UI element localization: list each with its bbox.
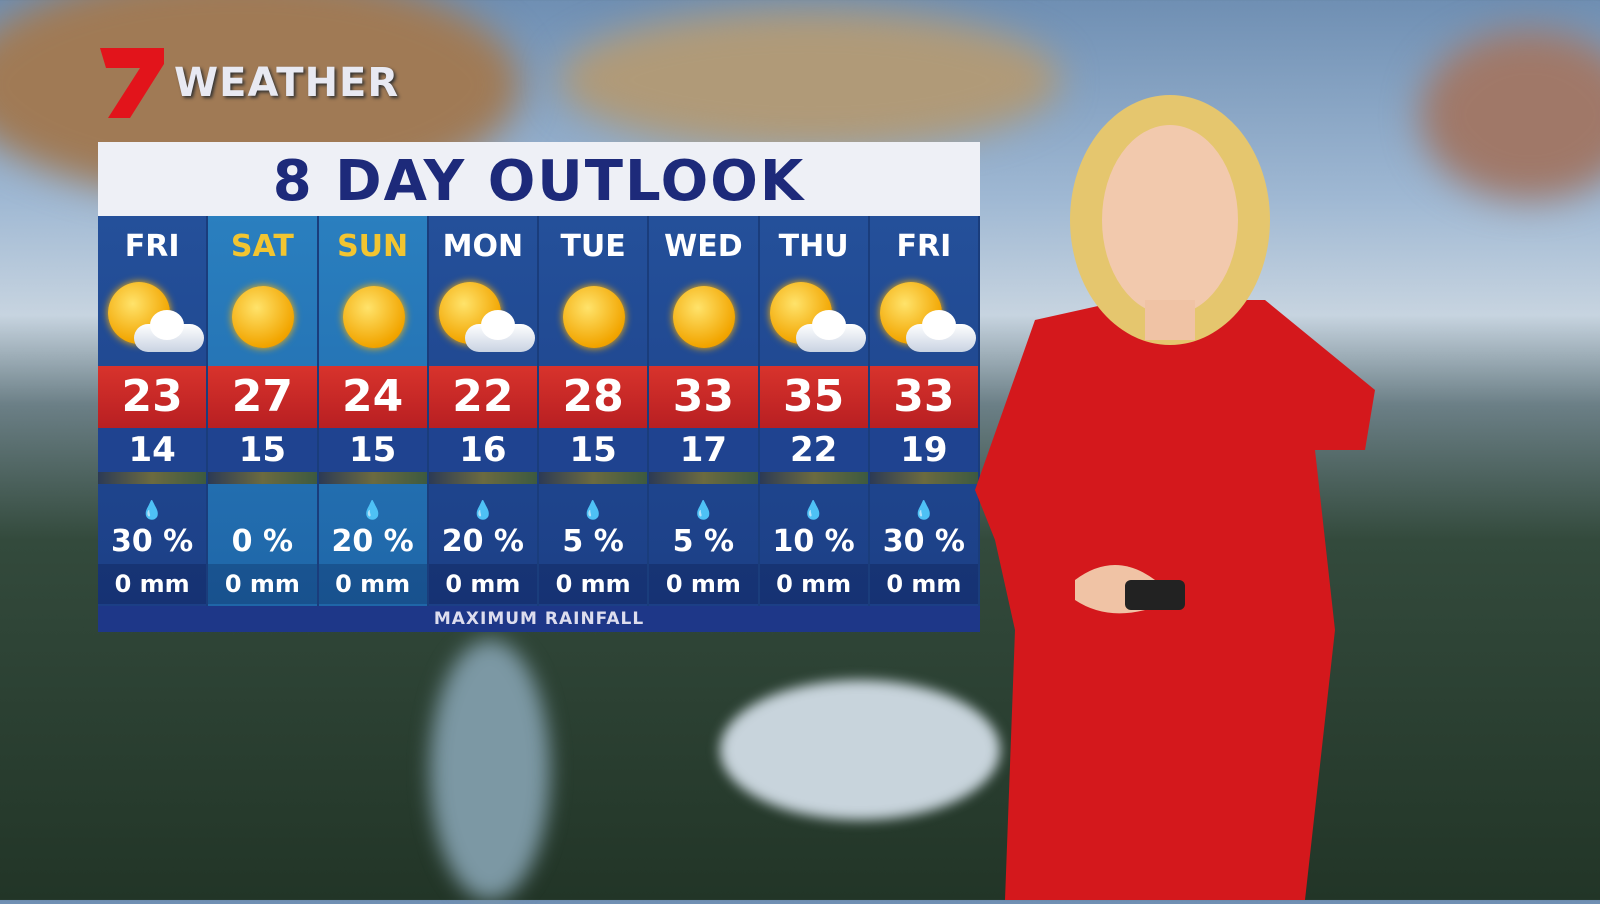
forecast-board: 8 DAY OUTLOOK FRI 23 14 💧 30 % 0 mm SAT … — [98, 142, 980, 632]
sun-icon — [563, 286, 625, 348]
min-temp: 22 — [759, 428, 868, 472]
divider — [869, 472, 978, 484]
day-column: SUN 24 15 💧 20 % 0 mm — [318, 216, 429, 606]
seven-weather-logo: WEATHER — [100, 48, 399, 118]
partly-cloudy-icon — [429, 274, 537, 366]
min-temp: 17 — [649, 428, 758, 472]
presenter — [975, 70, 1405, 900]
raindrop-icon: 💧 — [361, 500, 384, 521]
rain-amount: 0 mm — [428, 564, 537, 604]
sunny-icon — [319, 274, 427, 366]
day-name: FRI — [124, 229, 180, 264]
cloud-icon — [905, 310, 976, 352]
partly-cloudy-icon — [760, 274, 868, 366]
rain-chance: 30 % — [882, 524, 965, 559]
max-temp: 35 — [759, 366, 868, 428]
partly-cloudy-icon — [870, 274, 978, 366]
day-column: FRI 23 14 💧 30 % 0 mm — [98, 216, 209, 606]
background-cloud — [1420, 30, 1600, 200]
rain-amount: 0 mm — [98, 564, 207, 604]
background-river — [430, 640, 550, 900]
rain-chance: 20 % — [331, 524, 414, 559]
divider — [428, 472, 537, 484]
rain-amount: 0 mm — [869, 564, 978, 604]
max-temp: 28 — [539, 366, 648, 428]
seven-logo-icon — [100, 48, 164, 118]
logo-text: WEATHER — [174, 60, 400, 106]
min-temp: 14 — [98, 428, 207, 472]
rain-chance: 0 % — [231, 524, 294, 559]
day-column: WED 33 17 💧 5 % 0 mm — [649, 216, 760, 606]
max-rainfall-label: MAXIMUM RAINFALL — [98, 606, 980, 632]
raindrop-icon: 💧 — [581, 500, 605, 521]
raindrop-icon: 💧 — [471, 500, 495, 521]
sun-icon — [342, 286, 405, 348]
min-temp: 16 — [428, 428, 537, 472]
divider — [208, 472, 317, 484]
max-temp: 23 — [98, 366, 207, 428]
min-temp: 15 — [318, 428, 427, 472]
day-name: SUN — [337, 229, 409, 264]
rain-chance: 10 % — [772, 524, 855, 559]
day-column: THU 35 22 💧 10 % 0 mm — [759, 216, 870, 606]
day-name: TUE — [560, 229, 626, 264]
raindrop-icon: 💧 — [692, 500, 715, 521]
sunny-icon — [208, 274, 316, 366]
sunny-icon — [539, 274, 647, 366]
max-temp: 24 — [318, 366, 427, 428]
divider — [539, 472, 648, 484]
board-title: 8 DAY OUTLOOK — [98, 142, 980, 216]
divider — [98, 472, 207, 484]
raindrop-icon: 💧 — [802, 500, 825, 521]
day-name: THU — [778, 229, 849, 264]
forecast-columns: FRI 23 14 💧 30 % 0 mm SAT 27 15 0 % 0 mm… — [98, 216, 980, 606]
raindrop-icon: 💧 — [912, 500, 936, 521]
min-temp: 15 — [208, 428, 317, 472]
day-column: TUE 28 15 💧 5 % 0 mm — [539, 216, 650, 606]
max-temp: 27 — [208, 366, 317, 428]
max-temp: 33 — [649, 366, 758, 428]
divider — [759, 472, 868, 484]
cloud-icon — [134, 310, 204, 352]
max-temp: 33 — [869, 366, 978, 428]
rain-chance: 20 % — [441, 524, 524, 559]
rain-chance: 5 % — [562, 524, 624, 559]
max-temp: 22 — [428, 366, 537, 428]
divider — [318, 472, 427, 484]
cloud-icon — [795, 310, 866, 352]
sunny-icon — [649, 274, 757, 366]
cloud-icon — [464, 310, 535, 352]
divider — [649, 472, 758, 484]
rain-amount: 0 mm — [759, 564, 868, 604]
rain-amount: 0 mm — [318, 564, 427, 604]
day-name: FRI — [896, 229, 952, 264]
raindrop-icon — [208, 484, 316, 524]
rain-chance: 5 % — [672, 524, 735, 559]
day-name: WED — [664, 229, 743, 264]
background-cloud — [560, 10, 1060, 150]
rain-chance: 30 % — [110, 524, 194, 559]
background-stadium — [720, 680, 1000, 820]
min-temp: 15 — [539, 428, 648, 472]
rain-amount: 0 mm — [208, 564, 317, 604]
day-column: FRI 33 19 💧 30 % 0 mm — [869, 216, 980, 606]
day-column: SAT 27 15 0 % 0 mm — [208, 216, 319, 606]
sun-icon — [673, 286, 736, 348]
rain-amount: 0 mm — [539, 564, 648, 604]
min-temp: 19 — [869, 428, 978, 472]
day-name: SAT — [230, 229, 294, 264]
day-column: MON 22 16 💧 20 % 0 mm — [428, 216, 539, 606]
rain-amount: 0 mm — [649, 564, 758, 604]
partly-cloudy-icon — [98, 274, 206, 366]
day-name: MON — [442, 229, 524, 264]
raindrop-icon: 💧 — [140, 500, 164, 521]
sun-icon — [232, 286, 295, 348]
